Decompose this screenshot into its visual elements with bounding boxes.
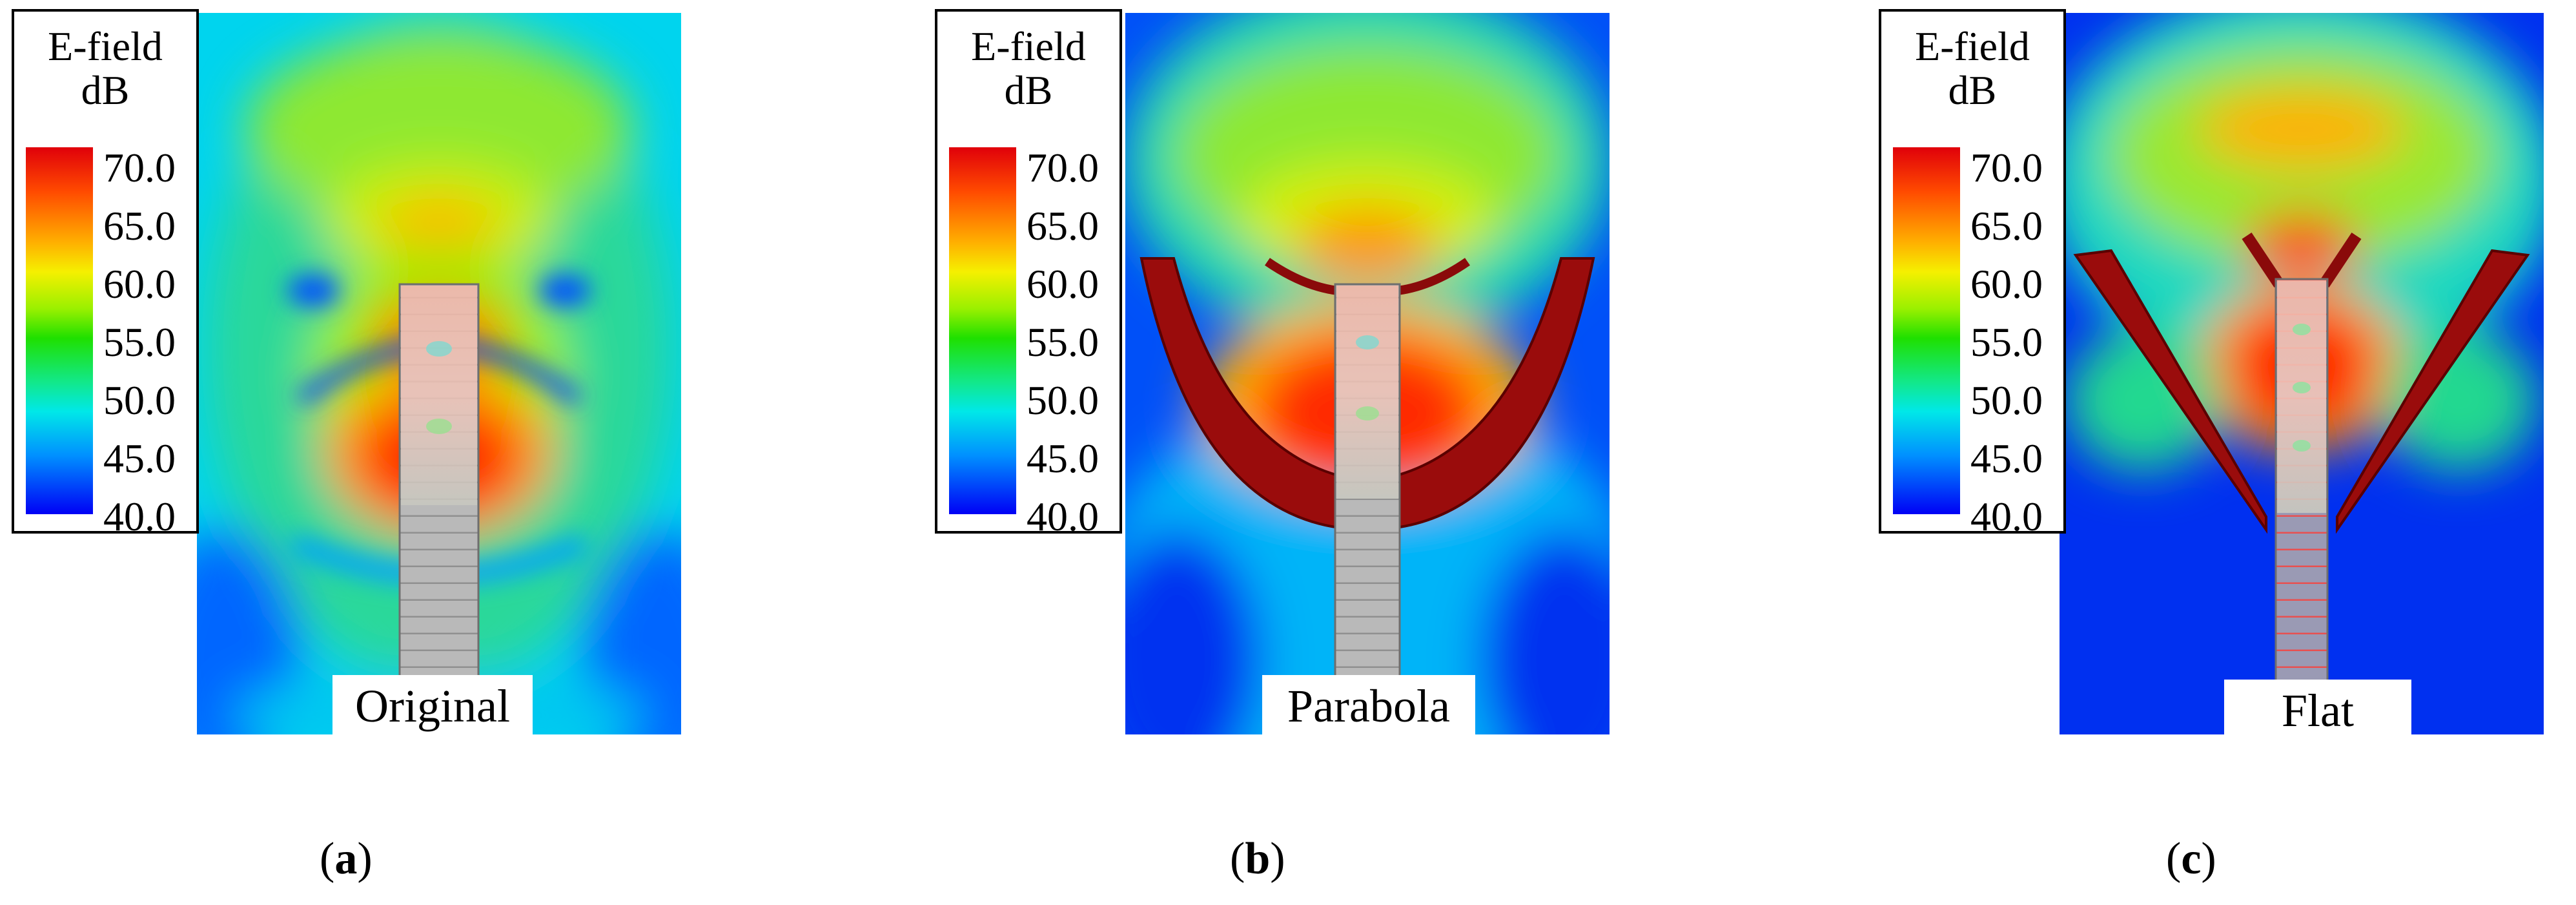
colorbar-tick: 65.0 <box>103 203 176 249</box>
colorbar-title: E-field <box>971 23 1086 69</box>
colorbar-unit: dB <box>1004 67 1053 113</box>
colorbar-tick: 55.0 <box>103 319 176 365</box>
colorbar-unit: dB <box>81 67 130 113</box>
subfigure-label: (c) <box>2166 834 2216 884</box>
colorbar-tick: 55.0 <box>1970 319 2043 365</box>
colorbar-gradient <box>26 147 93 514</box>
colorbar-legend-a: E-field dB 70.0 65.0 60.0 55.0 50.0 45.0… <box>12 9 199 539</box>
field-plot-c <box>2060 13 2544 734</box>
colorbar-tick: 60.0 <box>1027 261 1099 307</box>
colorbar-tick: 45.0 <box>103 435 176 481</box>
colorbar-unit: dB <box>1948 67 1997 113</box>
colorbar-title: E-field <box>1915 23 2030 69</box>
colorbar-tick: 70.0 <box>103 145 176 191</box>
colorbar-legend-b: E-field dB 70.0 65.0 60.0 55.0 50.0 45.0… <box>935 9 1122 539</box>
panel-caption: Parabola <box>1262 675 1475 737</box>
colorbar-legend-c: E-field dB 70.0 65.0 60.0 55.0 50.0 45.0… <box>1879 9 2066 539</box>
colorbar-tick: 65.0 <box>1027 203 1099 249</box>
field-plot-a <box>197 13 681 734</box>
colorbar-tick: 70.0 <box>1970 145 2043 191</box>
colorbar-gradient <box>1893 147 1960 514</box>
colorbar-tick: 50.0 <box>1970 377 2043 423</box>
colorbar-tick: 55.0 <box>1027 319 1099 365</box>
colorbar-tick: 70.0 <box>1027 145 1099 191</box>
colorbar-tick: 50.0 <box>103 377 176 423</box>
panel-caption: Flat <box>2224 680 2411 742</box>
colorbar-tick: 50.0 <box>1027 377 1099 423</box>
colorbar-tick: 65.0 <box>1970 203 2043 249</box>
colorbar-tick: 45.0 <box>1970 435 2043 481</box>
colorbar-tick: 60.0 <box>1970 261 2043 307</box>
colorbar-tick: 40.0 <box>1027 494 1099 539</box>
colorbar-title: E-field <box>48 23 163 69</box>
panel-caption: Original <box>332 675 533 737</box>
colorbar-tick: 60.0 <box>103 261 176 307</box>
subfigure-label: (a) <box>320 834 373 884</box>
colorbar-tick: 45.0 <box>1027 435 1099 481</box>
field-plot-b <box>1125 13 1610 734</box>
colorbar-tick: 40.0 <box>1970 494 2043 539</box>
colorbar-gradient <box>949 147 1016 514</box>
colorbar-tick: 40.0 <box>103 494 176 539</box>
subfigure-label: (b) <box>1230 834 1285 884</box>
